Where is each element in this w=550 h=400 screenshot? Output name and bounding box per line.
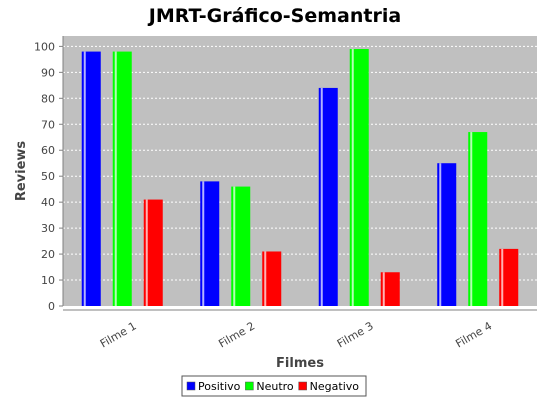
bar-highlight <box>145 199 148 306</box>
y-tick-label: 10 <box>41 274 55 287</box>
legend-box <box>181 375 367 397</box>
y-tick-label: 50 <box>41 170 55 183</box>
category-label: Filme 3 <box>335 319 376 350</box>
y-tick-label: 70 <box>41 118 55 131</box>
y-axis-label: Reviews <box>14 141 29 202</box>
category-label: Filme 4 <box>453 319 494 350</box>
bar-highlight <box>501 248 504 306</box>
y-tick-label: 90 <box>41 66 55 79</box>
plot-area <box>63 36 537 306</box>
bar-neutro-1 <box>112 51 132 307</box>
bar-positivo-3 <box>318 87 338 306</box>
y-tick-label: 30 <box>41 222 55 235</box>
bar-highlight <box>202 181 205 306</box>
bar-highlight <box>83 51 86 307</box>
y-tick-label: 20 <box>41 248 55 261</box>
bar-negativo-1 <box>143 199 163 306</box>
category-label: Filme 1 <box>98 319 139 350</box>
bar-highlight <box>233 186 236 306</box>
bar-highlight <box>351 48 354 306</box>
bar-highlight <box>114 51 117 307</box>
bar-positivo-2 <box>200 181 220 306</box>
gridlines <box>63 45 537 281</box>
bar-neutro-3 <box>349 48 369 306</box>
bar-negativo-2 <box>262 251 282 306</box>
bar-highlight <box>470 132 473 306</box>
y-tick-label: 100 <box>34 40 55 53</box>
bar-highlight <box>439 163 442 306</box>
y-tick-label: 60 <box>41 144 55 157</box>
bar-highlight <box>382 272 385 306</box>
legend-label-negativo: Negativo <box>310 380 360 393</box>
category-label: Filme 2 <box>216 319 257 350</box>
bars <box>81 48 519 307</box>
chart-title: JMRT-Gráfico-Semantria <box>147 5 401 27</box>
legend-label-positivo: Positivo <box>198 380 241 393</box>
legend-swatch-neutro <box>245 381 254 391</box>
bar-positivo-4 <box>437 163 457 306</box>
bar-negativo-3 <box>380 272 400 306</box>
bar-neutro-4 <box>468 132 488 306</box>
y-tick-label: 0 <box>48 300 55 313</box>
legend-label-neutro: Neutro <box>256 380 294 393</box>
legend-swatch-positivo <box>186 381 196 391</box>
y-tick-label: 80 <box>41 92 55 105</box>
bar-highlight <box>320 87 323 306</box>
bar-positivo-1 <box>81 51 101 307</box>
y-tick-label: 40 <box>41 196 55 209</box>
legend-swatch-negativo <box>298 381 307 391</box>
x-axis-label: Filmes <box>276 356 324 371</box>
bar-highlight <box>264 251 267 306</box>
bar-neutro-2 <box>231 186 251 306</box>
bar-negativo-4 <box>499 248 519 306</box>
legend: Positivo Neutro Negativo <box>181 375 367 397</box>
